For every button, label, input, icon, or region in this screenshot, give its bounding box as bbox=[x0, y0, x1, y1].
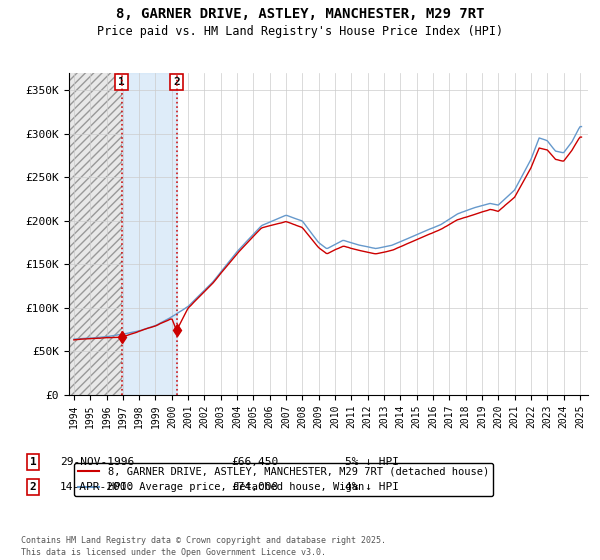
Text: 1: 1 bbox=[118, 77, 125, 87]
Text: 14-APR-2000: 14-APR-2000 bbox=[60, 482, 134, 492]
Text: 8, GARNER DRIVE, ASTLEY, MANCHESTER, M29 7RT: 8, GARNER DRIVE, ASTLEY, MANCHESTER, M29… bbox=[116, 7, 484, 21]
Bar bbox=[69, 73, 122, 395]
Text: Price paid vs. HM Land Registry's House Price Index (HPI): Price paid vs. HM Land Registry's House … bbox=[97, 25, 503, 38]
Text: £74,000: £74,000 bbox=[231, 482, 278, 492]
Text: 2: 2 bbox=[29, 482, 37, 492]
Text: 4% ↓ HPI: 4% ↓ HPI bbox=[345, 482, 399, 492]
Text: Contains HM Land Registry data © Crown copyright and database right 2025.
This d: Contains HM Land Registry data © Crown c… bbox=[21, 536, 386, 557]
Legend: 8, GARNER DRIVE, ASTLEY, MANCHESTER, M29 7RT (detached house), HPI: Average pric: 8, GARNER DRIVE, ASTLEY, MANCHESTER, M29… bbox=[74, 463, 493, 496]
Text: 29-NOV-1996: 29-NOV-1996 bbox=[60, 457, 134, 467]
Bar bbox=[69, 73, 122, 395]
Bar bbox=[122, 73, 176, 395]
Bar bbox=[69, 73, 122, 395]
Text: 2: 2 bbox=[173, 77, 180, 87]
Text: 5% ↓ HPI: 5% ↓ HPI bbox=[345, 457, 399, 467]
Text: £66,450: £66,450 bbox=[231, 457, 278, 467]
Text: 1: 1 bbox=[29, 457, 37, 467]
